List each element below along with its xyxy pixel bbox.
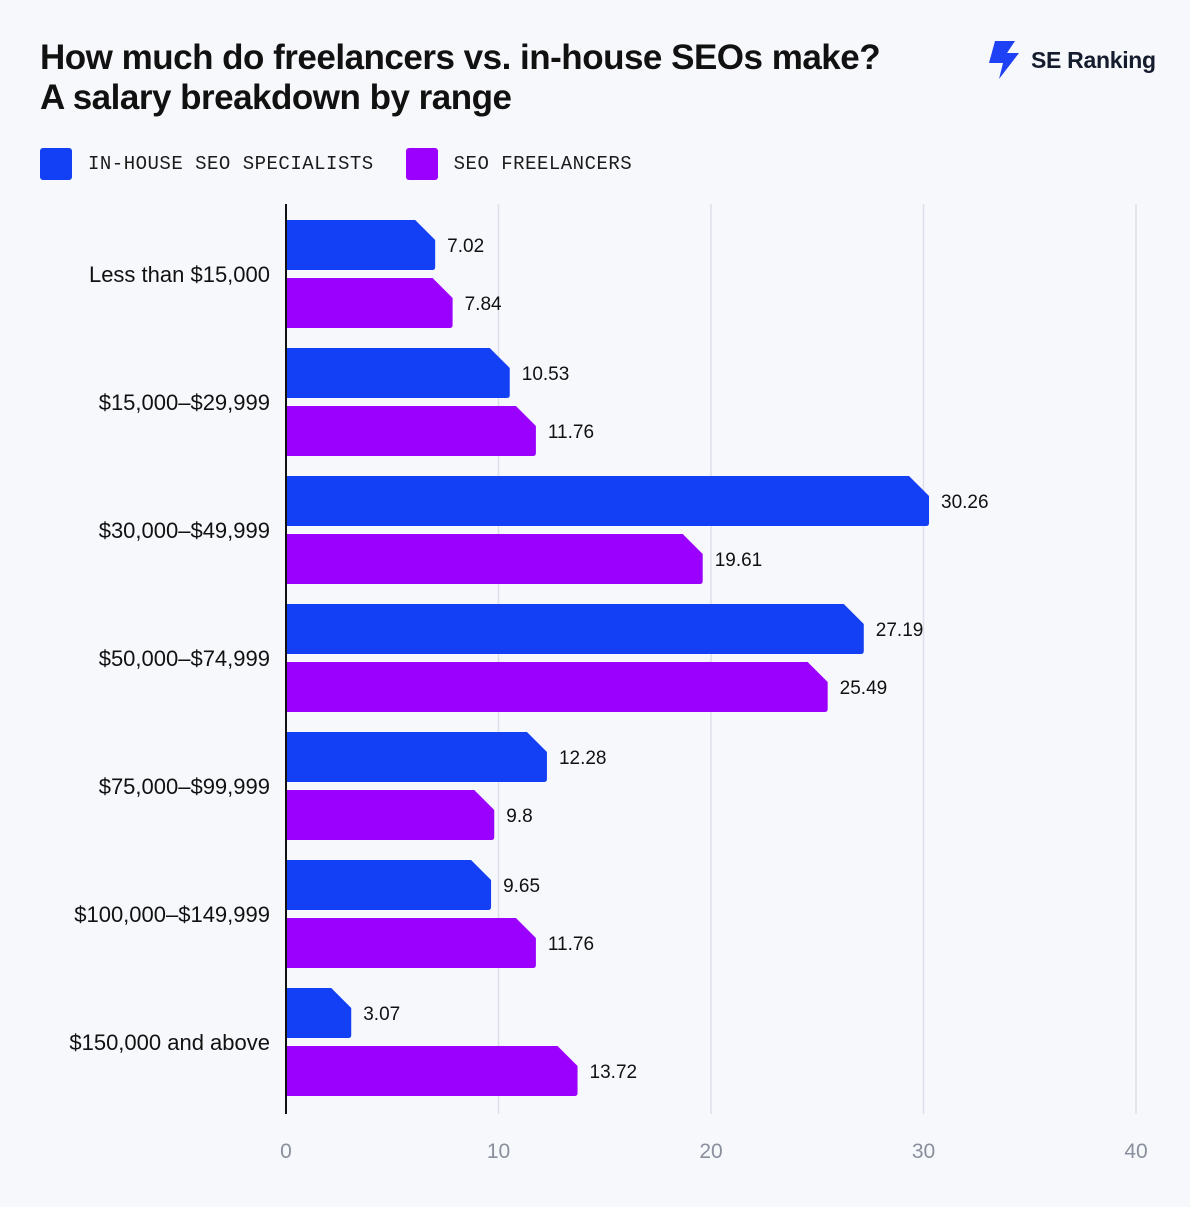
bar <box>286 1046 578 1096</box>
value-label: 12.28 <box>559 748 607 769</box>
x-tick-label: 40 <box>1124 1140 1147 1163</box>
bar <box>286 662 828 712</box>
legend-item-in-house: IN-HOUSE SEO SPECIALISTS <box>40 148 374 180</box>
bar <box>286 790 495 840</box>
bar <box>286 732 547 782</box>
bar <box>286 860 492 910</box>
value-label: 27.19 <box>876 620 924 641</box>
bar <box>286 476 930 526</box>
category-label: $50,000–$74,999 <box>99 646 270 671</box>
chart-title: How much do freelancers vs. in-house SEO… <box>40 38 940 118</box>
value-label: 19.61 <box>715 550 763 571</box>
x-tick-label: 0 <box>280 1140 292 1163</box>
brand-name: SE Ranking <box>1031 46 1156 73</box>
category-label: $15,000–$29,999 <box>99 390 270 415</box>
bar <box>286 988 352 1038</box>
bar <box>286 348 510 398</box>
x-axis-ticks: 0 10 20 30 40 <box>280 1140 1148 1163</box>
chart-title-line-2: A salary breakdown by range <box>40 78 512 117</box>
bar <box>286 918 536 968</box>
brand-logo: SE Ranking <box>985 38 1156 82</box>
value-label: 11.76 <box>548 934 594 955</box>
legend: IN-HOUSE SEO SPECIALISTS SEO FREELANCERS <box>40 148 664 180</box>
gridlines <box>497 204 1137 1114</box>
bars <box>286 220 930 1096</box>
category-label: $150,000 and above <box>69 1030 270 1055</box>
category-label: $100,000–$149,999 <box>74 902 270 927</box>
value-label: 25.49 <box>840 678 888 699</box>
value-label: 7.02 <box>447 236 484 257</box>
category-label: Less than $15,000 <box>89 262 270 287</box>
value-label: 7.84 <box>465 294 502 315</box>
bar <box>286 406 536 456</box>
value-label: 11.76 <box>548 422 594 443</box>
bar <box>286 534 703 584</box>
value-label: 30.26 <box>941 492 989 513</box>
legend-label-freelancers: SEO FREELANCERS <box>453 153 633 175</box>
x-tick-label: 10 <box>487 1140 510 1163</box>
category-label: $75,000–$99,999 <box>99 774 270 799</box>
value-label: 13.72 <box>590 1062 638 1083</box>
legend-swatch-in-house <box>40 148 72 180</box>
bar <box>286 604 864 654</box>
chart-title-line-1: How much do freelancers vs. in-house SEO… <box>40 38 881 77</box>
category-label: $30,000–$49,999 <box>99 518 270 543</box>
value-label: 3.07 <box>363 1004 400 1025</box>
value-labels: 7.02 7.84 10.53 11.76 30.26 19.61 27.19 25.49 12… <box>363 236 988 1083</box>
category-labels: Less than $15,000 $15,000–$29,999 $30,000–… <box>69 262 270 1055</box>
legend-label-in-house: IN-HOUSE SEO SPECIALISTS <box>88 153 374 175</box>
value-label: 10.53 <box>522 364 570 385</box>
bar <box>286 278 453 328</box>
x-tick-label: 30 <box>912 1140 935 1163</box>
legend-item-freelancers: SEO FREELANCERS <box>405 148 633 180</box>
value-label: 9.8 <box>506 806 532 827</box>
value-label: 9.65 <box>503 876 540 897</box>
bar <box>286 220 436 270</box>
se-ranking-bolt-icon <box>989 41 1019 79</box>
legend-swatch-freelancers <box>405 148 438 180</box>
x-tick-label: 20 <box>699 1140 722 1163</box>
